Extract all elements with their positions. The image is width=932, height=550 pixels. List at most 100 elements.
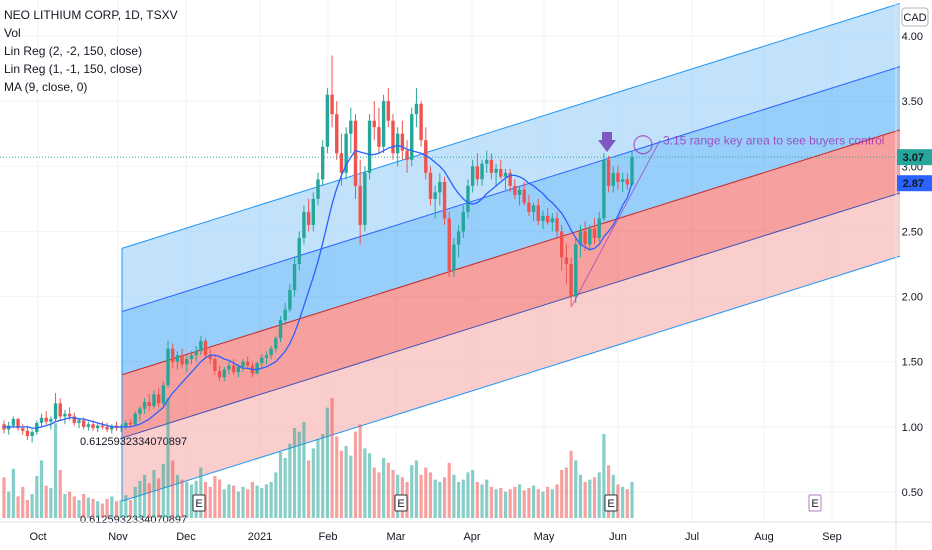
time-tick-label: Dec	[176, 531, 196, 543]
earnings-marker[interactable]: E	[394, 494, 408, 512]
candle-body	[128, 422, 133, 425]
volume-bar	[58, 470, 62, 518]
volume-bar	[53, 423, 58, 518]
volume-bar	[128, 500, 133, 518]
earnings-marker-box	[604, 494, 618, 512]
volume-bar	[217, 479, 222, 518]
volume-bar	[424, 467, 428, 518]
candle-body	[25, 430, 30, 436]
earnings-marker[interactable]: E	[604, 494, 618, 512]
candle-body	[16, 419, 20, 429]
volume-bar	[475, 482, 479, 518]
candle-body	[513, 185, 517, 195]
volume-bar	[536, 489, 540, 518]
candle-body	[208, 355, 212, 360]
ma-price-tag-text: 2.87	[903, 178, 924, 190]
legend-linreg-2[interactable]: Lin Reg (2, -2, 150, close)	[4, 44, 143, 58]
candle-body	[574, 244, 578, 297]
time-tick-label: Feb	[319, 531, 338, 543]
candle-body	[410, 114, 414, 160]
volume-bar	[63, 494, 67, 518]
candle-body	[142, 402, 147, 409]
volume-bar	[442, 477, 447, 518]
candle-body	[564, 257, 569, 264]
time-tick-label: Mar	[387, 531, 406, 543]
candle-body	[386, 101, 390, 121]
volume-bar	[489, 486, 494, 518]
legend-linreg-1[interactable]: Lin Reg (1, -1, 150, close)	[4, 62, 143, 76]
volume-bar	[583, 482, 587, 518]
candle-body	[583, 231, 587, 245]
candle-body	[203, 340, 208, 356]
candle-body	[377, 127, 381, 147]
legend-volume[interactable]: Vol	[4, 26, 21, 40]
candle-body	[400, 133, 405, 151]
volume-bar	[447, 462, 451, 518]
candle-body	[58, 403, 62, 417]
candle-body	[372, 120, 376, 128]
volume-bar	[133, 486, 137, 518]
volume-bar	[531, 485, 536, 518]
candle-body	[44, 417, 48, 422]
channel-line-center	[121, 129, 901, 376]
trend-line	[571, 139, 661, 306]
candle-body	[447, 218, 451, 271]
earnings-marker-box	[808, 494, 822, 512]
correlation-label-lower: 0.6125932334070897	[80, 514, 187, 526]
volume-bar	[7, 491, 11, 518]
volume-bar	[560, 470, 564, 518]
candle-body	[363, 172, 367, 225]
volume-bar	[353, 431, 358, 518]
volume-bar	[35, 476, 39, 518]
volume-bar	[517, 484, 522, 518]
price-tick-label: 2.00	[902, 292, 923, 304]
candle-body	[222, 369, 226, 378]
volume-bar	[213, 476, 217, 518]
volume-bar	[292, 428, 297, 518]
price-tick-label: 4.00	[902, 31, 923, 43]
candle-body	[536, 205, 540, 222]
candle-body	[597, 218, 601, 238]
down-arrow-icon	[598, 132, 616, 152]
candle-body	[489, 159, 494, 173]
price-tick-label: 1.00	[902, 422, 923, 434]
price-tick-label: 1.50	[902, 357, 923, 369]
volume-bar	[30, 494, 34, 518]
volume-bar	[414, 460, 419, 518]
earnings-marker[interactable]: E	[808, 494, 822, 512]
volume-bar	[621, 486, 625, 518]
candle-body	[227, 365, 231, 370]
channel-band-upper-inner	[122, 66, 900, 375]
volume-bar	[410, 465, 414, 518]
volume-bar	[119, 500, 123, 518]
candle-body	[358, 185, 362, 225]
earnings-marker[interactable]: E	[192, 494, 206, 512]
volume-bar	[480, 484, 484, 518]
candle-body	[77, 420, 81, 423]
last-price-tag: 3.07	[897, 149, 932, 166]
candle-body	[344, 133, 348, 173]
candle-body	[625, 179, 630, 185]
candle-body	[592, 228, 597, 238]
price-tick-label: 0.50	[902, 487, 923, 499]
candle-body	[11, 419, 16, 426]
candle-body	[302, 211, 306, 238]
candle-body	[152, 394, 156, 407]
candle-body	[452, 244, 456, 271]
legend-symbol-title[interactable]: NEO LITHIUM CORP, 1D, TSXV	[4, 8, 178, 22]
volume-bar	[456, 482, 461, 518]
candle-body	[367, 120, 372, 173]
volume-bar	[161, 464, 165, 518]
earnings-marker-box	[192, 494, 206, 512]
candle-body	[91, 424, 95, 429]
volume-bar	[157, 478, 161, 518]
candle-body	[278, 320, 283, 339]
volume-bar	[2, 477, 6, 518]
volume-bar	[546, 486, 550, 518]
candle-body	[292, 264, 297, 291]
volume-bar	[86, 497, 90, 518]
legend-ma[interactable]: MA (9, close, 0)	[4, 80, 88, 94]
correlation-label-upper: 0.6125932334070897	[80, 436, 187, 448]
candle-body	[442, 181, 447, 219]
